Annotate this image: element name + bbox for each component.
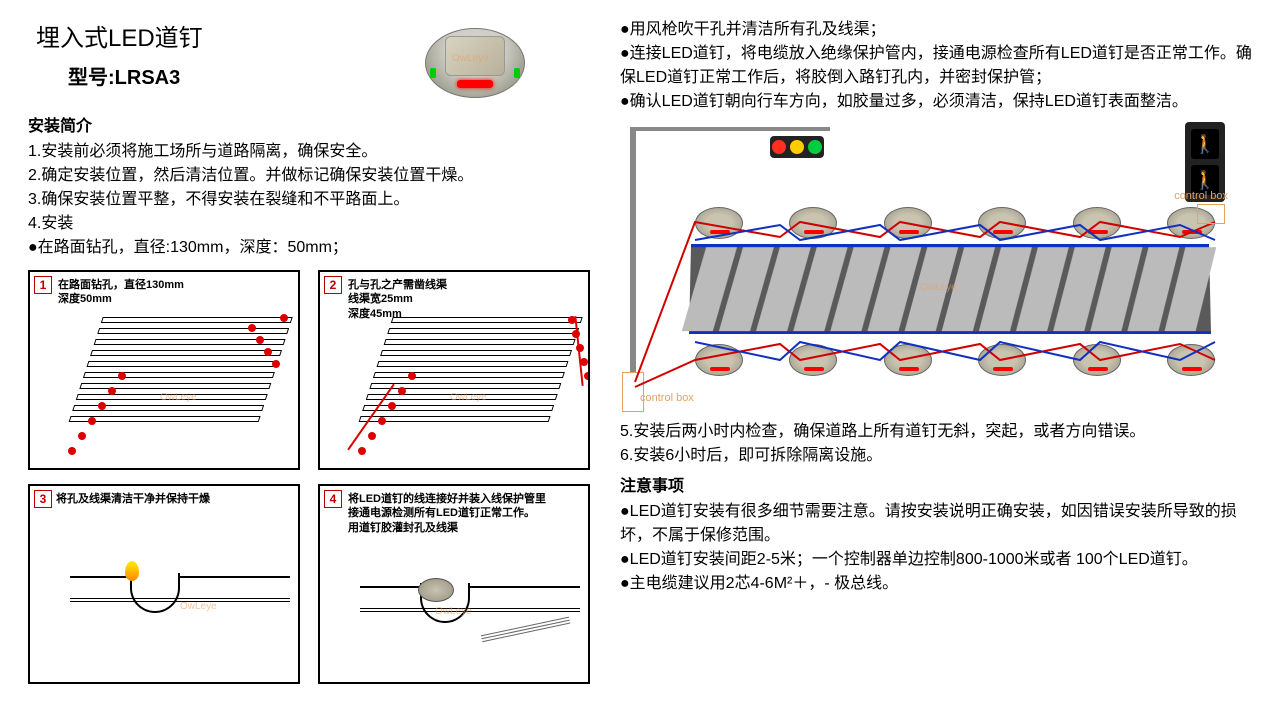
diagram-4: 4 将LED道钉的线连接好并装入线保护管里 接通电源检测所有LED道钉正常工作。…	[318, 484, 590, 684]
diagram-4-number: 4	[324, 490, 342, 508]
watermark-icon: OwLeye	[180, 601, 217, 612]
main-title: 埋入式LED道钉	[28, 18, 420, 53]
control-box-label-bottom: control box	[640, 392, 694, 404]
diagram-2-caption: 孔与孔之产需凿线渠 线渠宽25mm 深度45mm	[348, 278, 447, 321]
diagram-3-caption: 将孔及线渠清洁干净并保持干燥	[56, 492, 210, 506]
step-4-bullet: ●在路面钻孔，直径:130mm，深度：50mm；	[28, 236, 590, 260]
model-line: 型号:LRSA3	[28, 61, 420, 90]
watermark-icon: OwLeye	[452, 53, 489, 64]
stud-icon	[418, 578, 454, 602]
diagram-grid: 1 在路面钻孔，直径130mm 深度50mm OwLeye 2 孔与孔之产需凿线…	[28, 270, 590, 684]
watermark-icon: OwLeye	[435, 606, 472, 617]
diagram-1: 1 在路面钻孔，直径130mm 深度50mm OwLeye	[28, 270, 300, 470]
step-1: 1.安装前必须将施工场所与道路隔离，确保安全。	[28, 140, 590, 164]
watermark-icon: OwLeye	[450, 392, 487, 403]
step-5: 5.安装后两小时内检查，确保道路上所有道钉无斜，突起，或者方向错误。	[620, 420, 1260, 444]
left-column: 埋入式LED道钉 型号:LRSA3 OwLeye 安装简介 1.安装前必须将施工…	[0, 0, 600, 721]
diagram-2-number: 2	[324, 276, 342, 294]
note-1: ●LED道钉安装有很多细节需要注意。请按安装说明正确安装，如因错误安装所导致的损…	[620, 500, 1260, 548]
diagram-3: 3 将孔及线渠清洁干净并保持干燥 OwLeye	[28, 484, 300, 684]
crossing-diagram: 🚶 🚶 control box control box OwLeye	[620, 122, 1230, 412]
diagram-4-caption: 将LED道钉的线连接好并装入线保护管里 接通电源检测所有LED道钉正常工作。 用…	[348, 492, 546, 535]
diagram-1-caption: 在路面钻孔，直径130mm 深度50mm	[58, 278, 184, 307]
product-image: OwLeye	[420, 18, 530, 108]
control-box-top	[1197, 204, 1225, 224]
note-2: ●LED道钉安装间距2-5米；一个控制器单边控制800-1000米或者 100个…	[620, 548, 1260, 572]
traffic-light-icon	[770, 136, 824, 158]
stud-row-bottom	[695, 344, 1215, 376]
diagram-3-number: 3	[34, 490, 52, 508]
note-3: ●主电缆建议用2芯4-6M²＋，- 极总线。	[620, 572, 1260, 596]
step-3: 3.确保安装位置平整，不得安装在裂缝和不平路面上。	[28, 188, 590, 212]
right-bullet-3: ●确认LED道钉朝向行车方向，如胶量过多，必须清洁，保持LED道钉表面整洁。	[620, 90, 1260, 114]
right-bullet-2: ●连接LED道钉，将电缆放入绝缘保护管内，接通电源检查所有LED道钉是否正常工作…	[620, 42, 1260, 90]
step-2: 2.确定安装位置，然后清洁位置。并做标记确保安装位置干燥。	[28, 164, 590, 188]
notes-title: 注意事项	[620, 472, 1260, 496]
header-row: 埋入式LED道钉 型号:LRSA3 OwLeye	[28, 18, 590, 108]
flame-icon	[125, 561, 139, 581]
model-prefix: 型号:	[68, 67, 115, 89]
step-4: 4.安装	[28, 212, 590, 236]
control-box-label-top: control box	[1174, 190, 1228, 202]
right-column: ●用风枪吹干孔并清洁所有孔及线渠； ●连接LED道钉，将电缆放入绝缘保护管内，接…	[600, 0, 1270, 721]
diagram-1-number: 1	[34, 276, 52, 294]
watermark-icon: OwLeye	[920, 282, 957, 293]
diagram-2: 2 孔与孔之产需凿线渠 线渠宽25mm 深度45mm OwLeye	[318, 270, 590, 470]
step-6: 6.安装6小时后，即可拆除隔离设施。	[620, 444, 1260, 468]
right-bullet-1: ●用风枪吹干孔并清洁所有孔及线渠；	[620, 18, 1260, 42]
model-value: LRSA3	[115, 67, 181, 89]
stud-row-top	[695, 207, 1215, 239]
watermark-icon: OwLeye	[160, 392, 197, 403]
section-install-title: 安装简介	[28, 112, 590, 136]
